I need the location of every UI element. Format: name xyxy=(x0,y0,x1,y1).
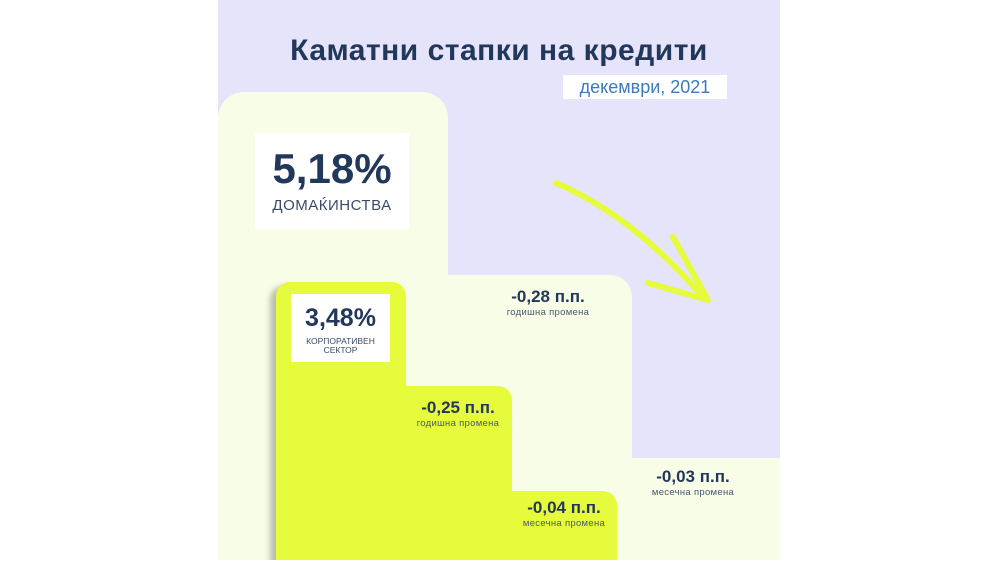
corporate-label-line2: СЕКТОР xyxy=(323,345,358,355)
corporate-annual: -0,25 п.п. годишна промена xyxy=(408,398,508,429)
corporate-step-3 xyxy=(508,491,617,560)
corporate-monthly-label: месечна промена xyxy=(522,518,606,529)
corporate-rate-card: 3,48% КОРПОРАТИВЕН СЕКТОР xyxy=(291,294,390,362)
corporate-rate: 3,48% xyxy=(305,304,376,332)
households-step-3 xyxy=(628,458,780,560)
date-subtitle: декември, 2021 xyxy=(563,75,727,99)
corporate-label-line1: КОРПОРАТИВЕН xyxy=(306,336,375,346)
households-monthly-label: месечна промена xyxy=(651,487,735,498)
corporate-step-2 xyxy=(398,386,512,560)
households-annual-label: годишна промена xyxy=(506,307,590,318)
households-label: ДОМАЌИНСТВА xyxy=(272,197,392,214)
corporate-monthly-change: -0,04 п.п. xyxy=(527,498,601,517)
households-rate: 5,18% xyxy=(272,145,392,192)
infographic: Каматни стапки на кредити декември, 2021… xyxy=(218,0,780,560)
households-monthly: -0,03 п.п. месечна промена xyxy=(648,467,738,498)
corporate-annual-label: годишна промена xyxy=(416,418,500,429)
corporate-monthly: -0,04 п.п. месечна промена xyxy=(514,498,614,529)
households-annual: -0,28 п.п. годишна промена xyxy=(488,287,608,318)
down-arrow-icon xyxy=(553,180,711,303)
households-annual-change: -0,28 п.п. xyxy=(511,287,585,306)
households-rate-card: 5,18% ДОМАЌИНСТВА xyxy=(255,133,409,229)
page-title: Каматни стапки на кредити xyxy=(290,34,708,67)
households-monthly-change: -0,03 п.п. xyxy=(656,467,730,486)
corporate-annual-change: -0,25 п.п. xyxy=(421,398,495,417)
